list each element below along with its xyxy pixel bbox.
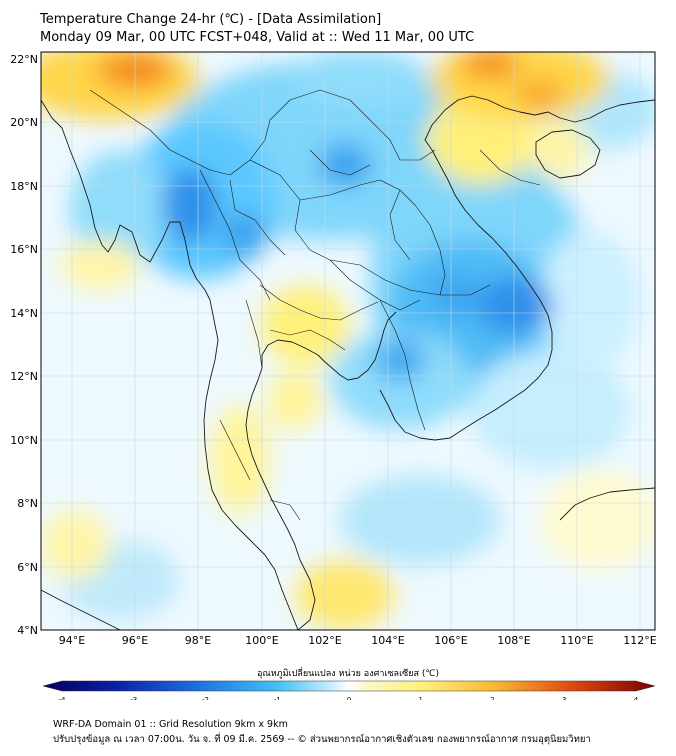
lon-tick: 110°E (560, 634, 593, 647)
lat-tick: 16°N (10, 243, 38, 256)
lat-tick: 10°N (10, 434, 38, 447)
footer-credit: ปรับปรุงข้อมูล ณ เวลา 07:00น. วัน จ. ที่… (53, 734, 591, 745)
lat-tick: 6°N (17, 561, 38, 574)
colorbar-tick-label: -3 (130, 696, 137, 700)
country-borders (89, 89, 541, 521)
lat-tick: 18°N (10, 180, 38, 193)
lon-tick: 102°E (308, 634, 341, 647)
lat-tick: 20°N (10, 116, 38, 129)
lat-tick: 14°N (10, 307, 38, 320)
lon-tick: 94°E (59, 634, 85, 647)
lat-tick: 8°N (17, 497, 38, 510)
colorbar-tick-label: 2 (490, 696, 494, 700)
lon-tick: 100°E (245, 634, 278, 647)
colorbar-title: อุณหภูมิเปลี่ยนแปลง หน่วย องศาเซลเซียส (… (257, 666, 439, 679)
footer-resolution: WRF-DA Domain 01 :: Grid Resolution 9km … (53, 719, 288, 730)
lon-tick: 112°E (623, 634, 656, 647)
lon-tick: 96°E (122, 634, 148, 647)
longitude-axis: 94°E 96°E 98°E 100°E 102°E 104°E 106°E 1… (59, 634, 657, 647)
colorbar-tick-label: 4 (634, 696, 639, 700)
temperature-field (41, 52, 655, 630)
colorbar-strip (42, 680, 656, 692)
colorbar-tick-label: 1 (419, 696, 423, 700)
colorbar-tick-label: -2 (202, 696, 209, 700)
map-gridlines (41, 52, 655, 630)
lat-tick: 12°N (10, 370, 38, 383)
lon-tick: 108°E (497, 634, 530, 647)
map-frame (40, 51, 656, 631)
latitude-axis: 22°N 20°N 18°N 16°N 14°N 12°N 10°N 8°N 6… (10, 53, 38, 637)
map-title: Temperature Change 24-hr (℃) - [Data Ass… (40, 12, 382, 27)
lon-tick: 104°E (371, 634, 404, 647)
lon-tick: 106°E (434, 634, 467, 647)
map-subtitle: Monday 09 Mar, 00 UTC FCST+048, Valid at… (40, 30, 475, 45)
temperature-map: 94°E 96°E 98°E 100°E 102°E 104°E 106°E 1… (10, 51, 657, 700)
colorbar: อุณหภูมิเปลี่ยนแปลง หน่วย องศาเซลเซียส (… (42, 666, 656, 700)
colorbar-tick-label: -1 (274, 696, 281, 700)
lon-tick: 98°E (185, 634, 211, 647)
lat-tick: 22°N (10, 53, 38, 66)
colorbar-tick-label: 3 (562, 696, 566, 700)
colorbar-tick-label: -4 (59, 696, 67, 700)
colorbar-tick-label: 0 (347, 696, 351, 700)
lat-tick: 4°N (17, 624, 38, 637)
